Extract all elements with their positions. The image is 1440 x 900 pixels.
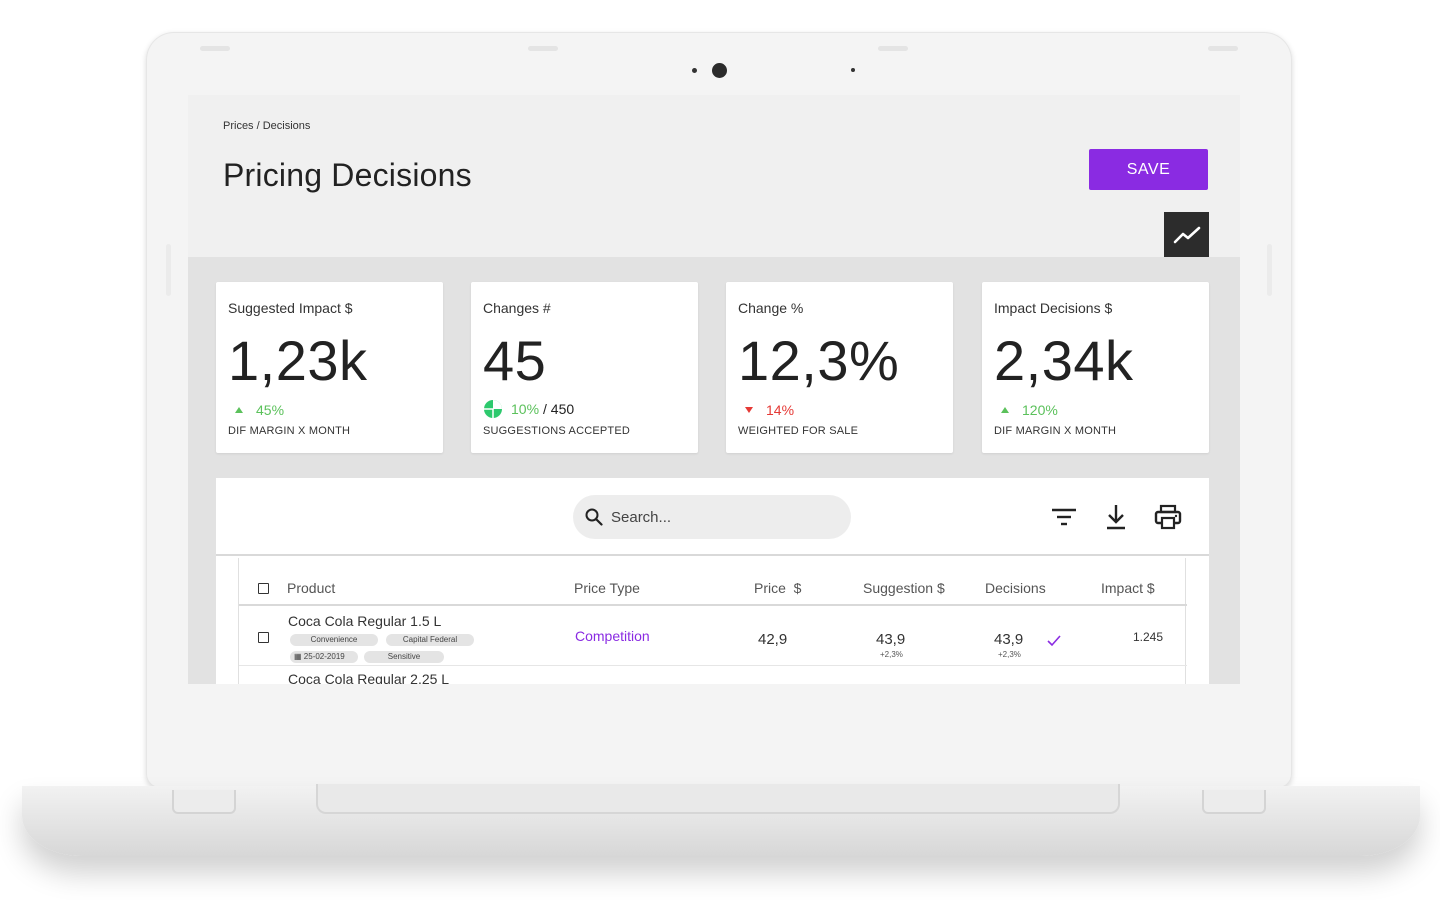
column-header-suggestion[interactable]: Suggestion $ [863, 580, 945, 596]
date-value: 25-02-2019 [303, 652, 345, 661]
delta-value: 10% [511, 401, 540, 417]
pie-chart-icon [484, 400, 502, 418]
decision-change: +2,3% [998, 650, 1021, 659]
impact-value: 1.245 [1133, 630, 1164, 644]
lid-vent [1208, 46, 1238, 51]
delta-total: / 450 [543, 401, 575, 417]
lid-notch [1267, 244, 1272, 296]
page-title: Pricing Decisions [223, 157, 472, 193]
laptop-foot [1202, 790, 1266, 814]
print-button[interactable] [1153, 502, 1183, 532]
lid-vent [528, 46, 558, 51]
search-box[interactable] [573, 495, 851, 539]
product-name: Coca Cola Regular 1.5 L [288, 613, 442, 629]
card-footer: WEIGHTED FOR SALE [738, 425, 859, 437]
sensor-dot [692, 68, 697, 73]
select-all-checkbox[interactable] [258, 583, 269, 594]
row-checkbox[interactable] [258, 632, 269, 643]
tag-chip: Convenience [290, 634, 378, 646]
kpi-card-changes: Changes # 45 10% / 450 SUGGESTIONS ACCEP… [471, 282, 698, 453]
laptop-foot [172, 790, 236, 814]
price-value: 42,9 [758, 631, 788, 648]
card-title: Changes # [483, 300, 551, 316]
tag-chip: Sensitive [364, 651, 444, 663]
suggestion-change: +2,3% [880, 650, 903, 659]
search-icon [585, 508, 603, 526]
calendar-icon: ▦ [294, 652, 302, 661]
column-header-price[interactable]: Price $ [754, 580, 802, 596]
lid-vent [878, 46, 908, 51]
card-delta: 10% / 450 [483, 399, 574, 419]
table-row[interactable]: Coca Cola Regular 2.25 L [239, 667, 1187, 684]
webcam [712, 63, 727, 78]
column-header-price-type[interactable]: Price Type [574, 580, 640, 596]
card-footer: DIF MARGIN X MONTH [994, 425, 1117, 437]
card-title: Suggested Impact $ [228, 300, 353, 316]
card-value: 1,23k [228, 329, 368, 392]
trend-chart-button[interactable] [1164, 212, 1209, 257]
decision-value[interactable]: 43,9 [994, 631, 1024, 648]
kpi-card-change-percent: Change % 12,3% 14% WEIGHTED FOR SALE [726, 282, 953, 453]
column-header-product[interactable]: Product [287, 580, 336, 596]
card-title: Impact Decisions $ [994, 300, 1113, 316]
check-icon[interactable] [1047, 635, 1061, 647]
filter-icon [1052, 508, 1076, 526]
card-delta: 120% [994, 402, 1058, 418]
card-delta: 45% [228, 402, 284, 418]
laptop-hinge [316, 784, 1120, 814]
product-name: Coca Cola Regular 2.25 L [288, 671, 450, 684]
print-icon [1154, 504, 1182, 530]
decisions-table-panel: Product Price Type Price $ Suggestion $ … [216, 478, 1209, 684]
column-header-impact[interactable]: Impact $ [1101, 580, 1155, 596]
arrow-up-icon [235, 407, 243, 413]
save-button[interactable]: SAVE [1089, 149, 1208, 190]
card-title: Change % [738, 300, 804, 316]
card-delta: 14% [738, 402, 794, 418]
table-row[interactable]: Coca Cola Regular 1.5 L Convenience Capi… [239, 608, 1187, 666]
lid-notch [166, 244, 171, 296]
decisions-table: Product Price Type Price $ Suggestion $ … [238, 558, 1187, 684]
breadcrumb[interactable]: Prices / Decisions [223, 120, 311, 132]
tag-chip: Capital Federal [386, 634, 474, 646]
arrow-down-icon [745, 407, 753, 413]
card-value: 45 [483, 329, 547, 392]
delta-value: 14% [766, 402, 795, 418]
lid-vent [200, 46, 230, 51]
kpi-card-suggested-impact: Suggested Impact $ 1,23k 45% DIF MARGIN … [216, 282, 443, 453]
card-value: 12,3% [738, 329, 900, 392]
sensor-dot [851, 68, 855, 72]
delta-value: 45% [256, 402, 285, 418]
card-footer: SUGGESTIONS ACCEPTED [483, 425, 631, 437]
kpi-card-impact-decisions: Impact Decisions $ 2,34k 120% DIF MARGIN… [982, 282, 1209, 453]
card-footer: DIF MARGIN X MONTH [228, 425, 351, 437]
search-input[interactable] [611, 508, 831, 526]
price-type-link[interactable]: Competition [575, 628, 650, 644]
table-header: Product Price Type Price $ Suggestion $ … [239, 558, 1187, 606]
date-chip: ▦ 25-02-2019 [290, 651, 358, 663]
table-toolbar [216, 478, 1209, 556]
arrow-up-icon [1001, 407, 1009, 413]
trend-line-icon [1173, 226, 1200, 243]
download-button[interactable] [1101, 502, 1131, 532]
column-header-decisions[interactable]: Decisions [985, 580, 1046, 596]
suggestion-value: 43,9 [876, 631, 906, 648]
app-screen: Prices / Decisions Pricing Decisions SAV… [188, 95, 1240, 684]
delta-value: 120% [1022, 402, 1058, 418]
page-header: Prices / Decisions Pricing Decisions SAV… [188, 95, 1240, 257]
filter-button[interactable] [1049, 502, 1079, 532]
card-value: 2,34k [994, 329, 1134, 392]
download-icon [1107, 505, 1125, 530]
